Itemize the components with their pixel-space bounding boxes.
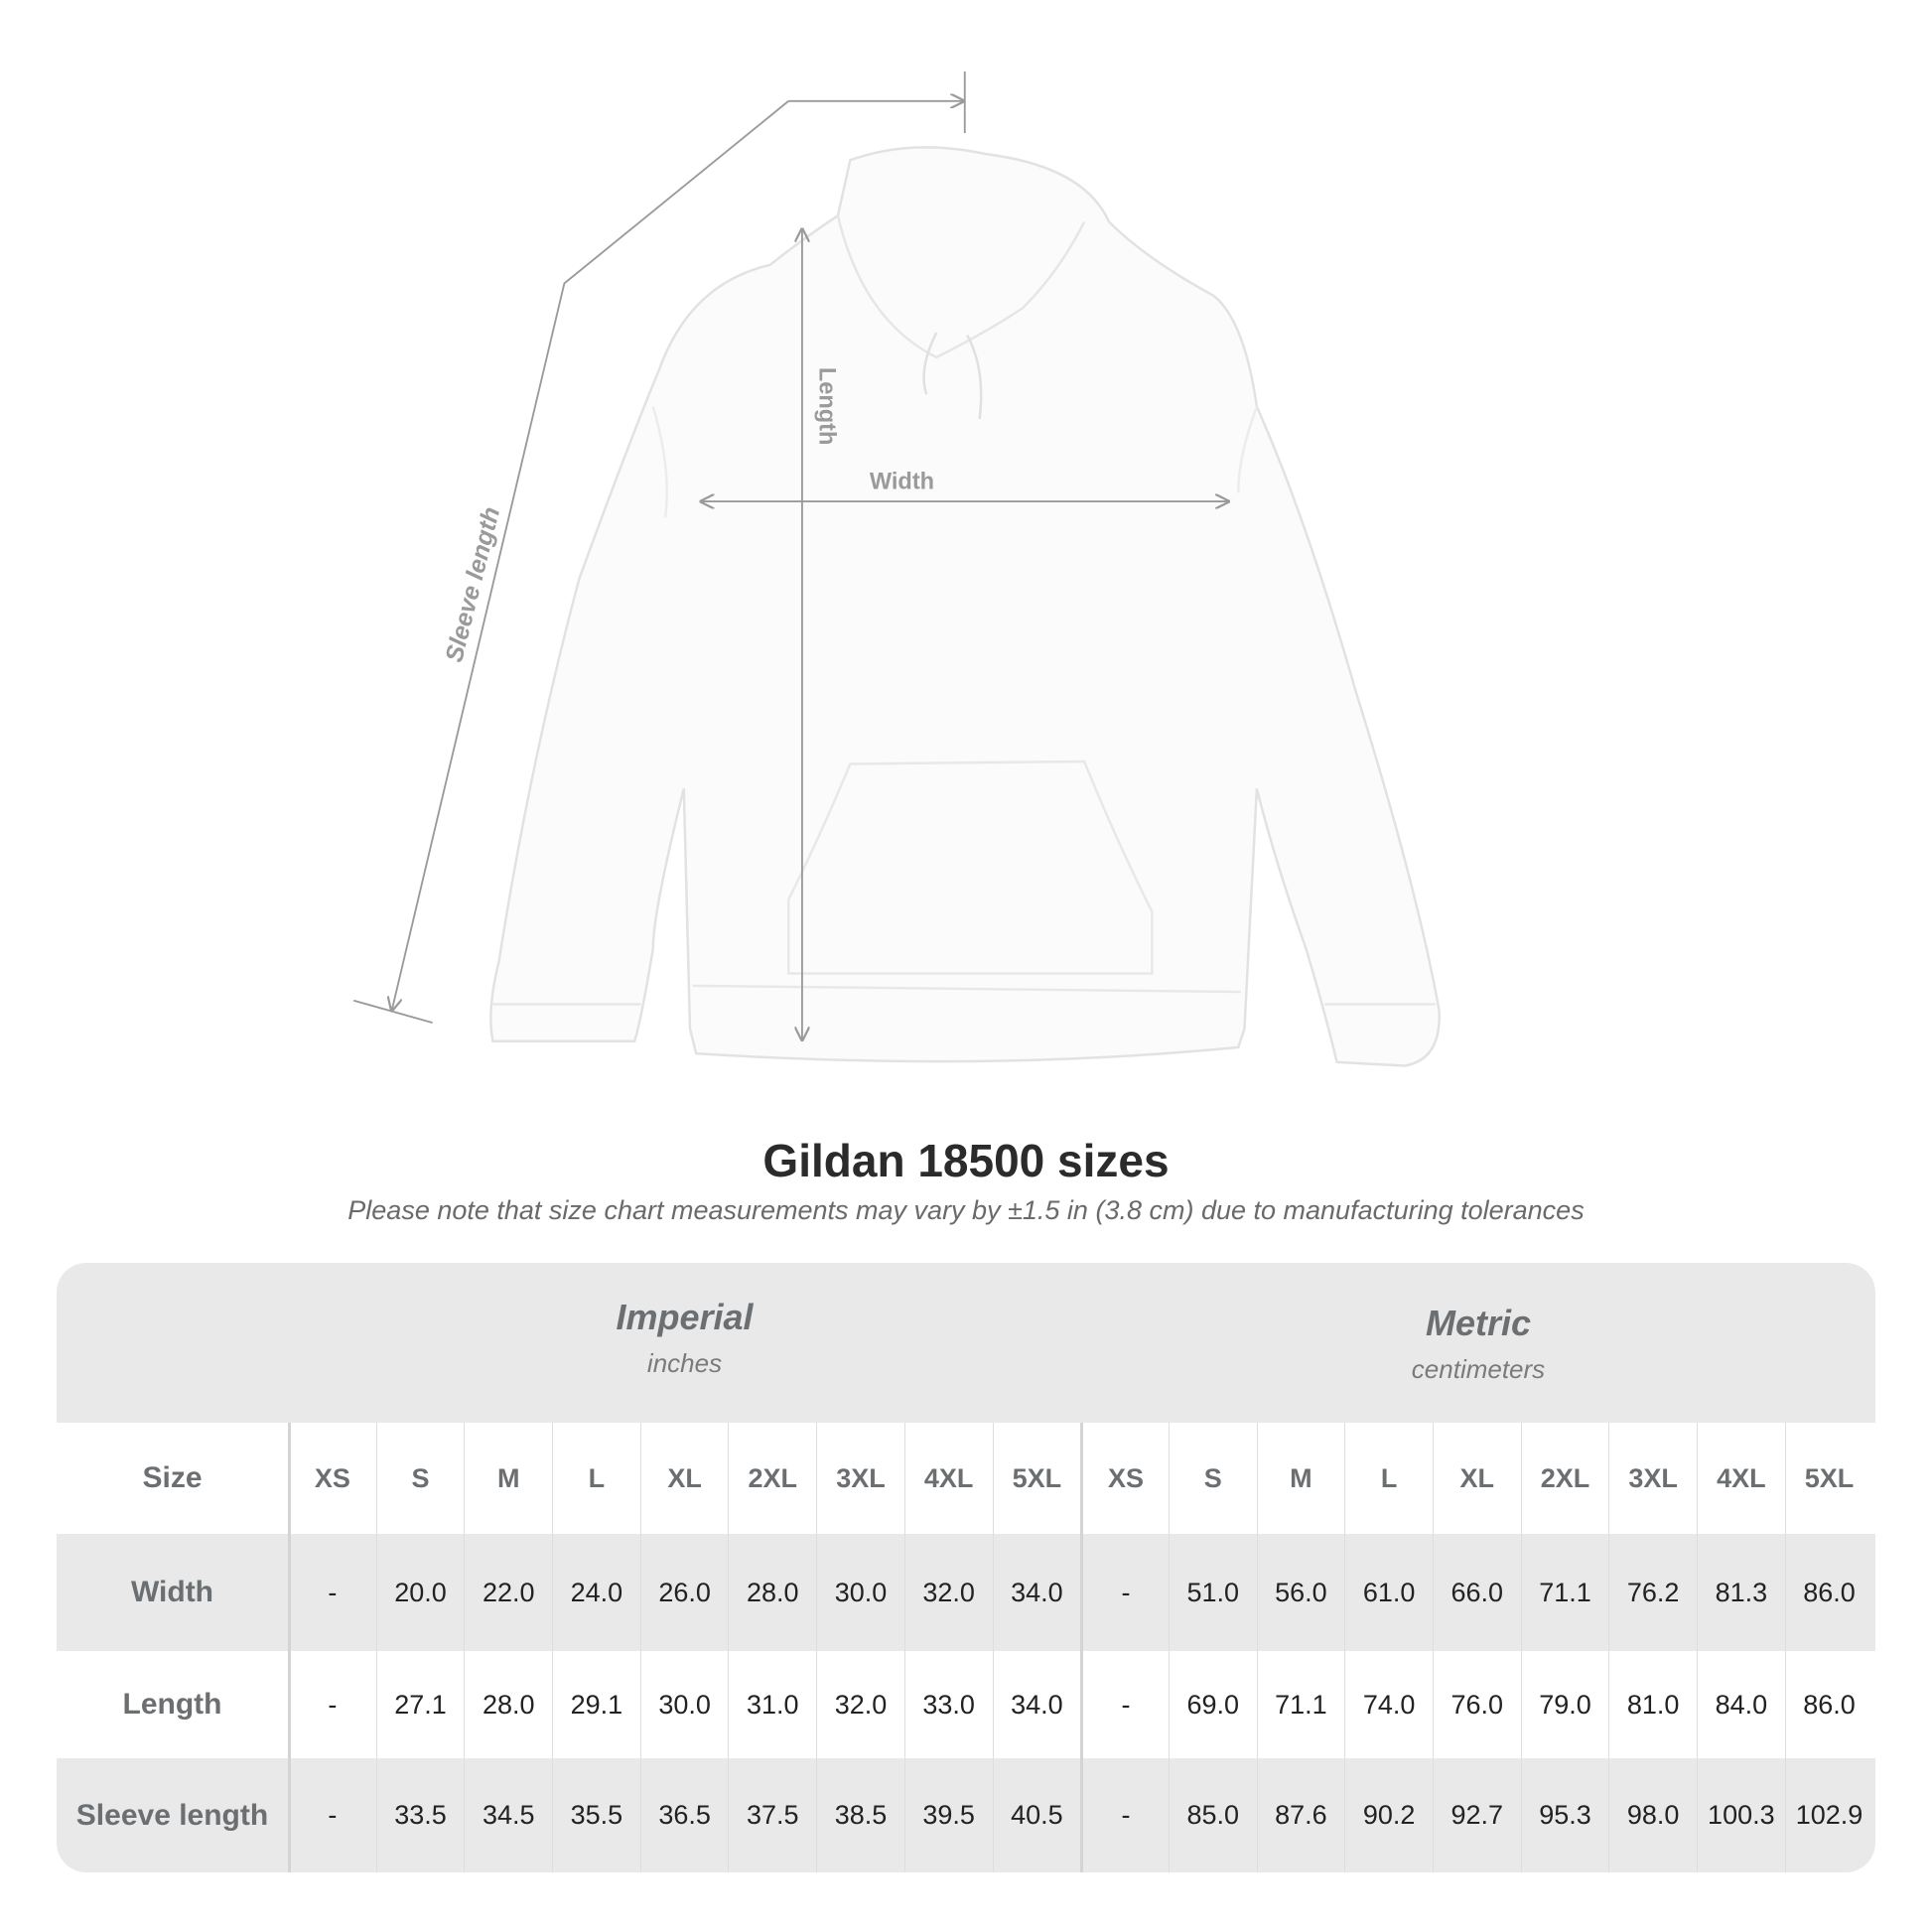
size-header-cell: 2XL — [1520, 1423, 1609, 1534]
table-cell: 66.0 — [1432, 1534, 1521, 1651]
table-cell: 37.5 — [728, 1758, 816, 1872]
measurement-lines — [352, 70, 1228, 1039]
column-divider — [288, 1423, 291, 1872]
table-cell: - — [1080, 1758, 1169, 1872]
table-cell: 28.0 — [464, 1651, 552, 1758]
size-header-cell: 4XL — [903, 1423, 993, 1534]
table-cell: 40.5 — [992, 1758, 1081, 1872]
table-cell: 74.0 — [1344, 1651, 1433, 1758]
table-cell: 71.1 — [1520, 1534, 1609, 1651]
size-header-cell: XL — [1432, 1423, 1521, 1534]
table-cell: 81.0 — [1608, 1651, 1697, 1758]
table-cell: - — [1080, 1651, 1169, 1758]
size-header-cell: 2XL — [728, 1423, 816, 1534]
size-header-cell: M — [1256, 1423, 1345, 1534]
size-header-cell: 3XL — [1608, 1423, 1697, 1534]
table-cell: 32.0 — [903, 1534, 993, 1651]
table-cell: 27.1 — [375, 1651, 465, 1758]
length-label: Length — [814, 367, 840, 446]
size-header-cell: L — [552, 1423, 640, 1534]
table-cell: 34.0 — [992, 1651, 1081, 1758]
table-cell: 71.1 — [1256, 1651, 1345, 1758]
table-cell: 100.3 — [1697, 1758, 1785, 1872]
table-cell: 33.0 — [903, 1651, 993, 1758]
row-label: Length — [122, 1688, 222, 1721]
row-label: Size — [142, 1461, 203, 1494]
table-cell: 33.5 — [375, 1758, 465, 1872]
table-cell: 38.5 — [816, 1758, 904, 1872]
table-cell: 30.0 — [639, 1651, 729, 1758]
page-title: Gildan 18500 sizes — [762, 1135, 1170, 1186]
size-header-cell: XL — [639, 1423, 729, 1534]
table-cell: 84.0 — [1697, 1651, 1785, 1758]
table-cell: 28.0 — [728, 1534, 816, 1651]
width-label: Width — [870, 469, 934, 494]
table-cell: 76.2 — [1608, 1534, 1697, 1651]
table-row-length: Length -27.1 28.0 29.1 30.0 31.0 32.0 33.0 34.0… — [57, 1651, 1875, 1758]
size-header-cell: XS — [288, 1423, 376, 1534]
table-cell: 92.7 — [1432, 1758, 1521, 1872]
table-cell: 56.0 — [1256, 1534, 1345, 1651]
size-chart-table: Imperial inches Metric centimeters Size … — [57, 1263, 1875, 1872]
table-cell: 51.0 — [1168, 1534, 1257, 1651]
table-cell: 20.0 — [375, 1534, 465, 1651]
size-header-cell: 3XL — [816, 1423, 904, 1534]
row-label: Width — [130, 1576, 214, 1608]
table-cell: 61.0 — [1344, 1534, 1433, 1651]
sleeve-length-label: Sleeve length — [441, 504, 505, 665]
table-row-sleeve-length: Sleeve length -33.5 34.5 35.5 36.5 37.5 38.5 3… — [57, 1758, 1875, 1872]
metric-unit: centimeters — [1411, 1354, 1546, 1384]
table-cell: 29.1 — [552, 1651, 640, 1758]
table-cell: 86.0 — [1784, 1534, 1873, 1651]
table-cell: 102.9 — [1784, 1758, 1873, 1872]
metric-header: Metric centimeters — [1081, 1263, 1875, 1423]
table-cell: 86.0 — [1784, 1651, 1873, 1758]
size-row: Size XS S M L XL 2XL 3XL 4XL 5XL XS S M L XL 2XL 3XL 4XL… — [57, 1423, 1875, 1534]
table-cell: - — [288, 1758, 376, 1872]
table-cell: 26.0 — [639, 1534, 729, 1651]
table-cell: 85.0 — [1168, 1758, 1257, 1872]
size-header-cell: 5XL — [1784, 1423, 1873, 1534]
table-cell: 34.0 — [992, 1534, 1081, 1651]
table-row-width: Width -20.0 22.0 24.0 26.0 28.0 30.0 32.0 34.0-… — [57, 1534, 1875, 1651]
table-cell: 31.0 — [728, 1651, 816, 1758]
row-label: Sleeve length — [75, 1798, 269, 1832]
table-cell: - — [1080, 1534, 1169, 1651]
imperial-title: Imperial — [616, 1297, 754, 1337]
size-header-cell: M — [464, 1423, 552, 1534]
size-header-cell: XS — [1080, 1423, 1169, 1534]
imperial-header: Imperial inches — [288, 1263, 1081, 1423]
table-cell: 87.6 — [1256, 1758, 1345, 1872]
table-cell: 81.3 — [1697, 1534, 1785, 1651]
table-cell: 30.0 — [816, 1534, 904, 1651]
table-cell: 24.0 — [552, 1534, 640, 1651]
table-cell: - — [288, 1651, 376, 1758]
tolerance-note: Please note that size chart measurements… — [347, 1195, 1585, 1225]
size-header-cell: 5XL — [992, 1423, 1081, 1534]
table-cell: 69.0 — [1168, 1651, 1257, 1758]
table-cell: 76.0 — [1432, 1651, 1521, 1758]
size-header-cell: 4XL — [1697, 1423, 1785, 1534]
size-header-cell: L — [1344, 1423, 1433, 1534]
table-cell: 98.0 — [1608, 1758, 1697, 1872]
table-cell: - — [288, 1534, 376, 1651]
metric-title: Metric — [1425, 1303, 1532, 1343]
table-cell: 32.0 — [816, 1651, 904, 1758]
table-cell: 95.3 — [1520, 1758, 1609, 1872]
table-cell: 79.0 — [1520, 1651, 1609, 1758]
hoodie-image — [489, 146, 1441, 1067]
table-cell: 22.0 — [464, 1534, 552, 1651]
table-cell: 34.5 — [464, 1758, 552, 1872]
table-cell: 39.5 — [903, 1758, 993, 1872]
table-cell: 36.5 — [639, 1758, 729, 1872]
size-header-cell: S — [375, 1423, 465, 1534]
table-header: Imperial inches Metric centimeters — [57, 1263, 1875, 1423]
imperial-unit: inches — [646, 1348, 723, 1378]
size-header-cell: S — [1168, 1423, 1257, 1534]
table-cell: 35.5 — [552, 1758, 640, 1872]
table-cell: 90.2 — [1344, 1758, 1433, 1872]
